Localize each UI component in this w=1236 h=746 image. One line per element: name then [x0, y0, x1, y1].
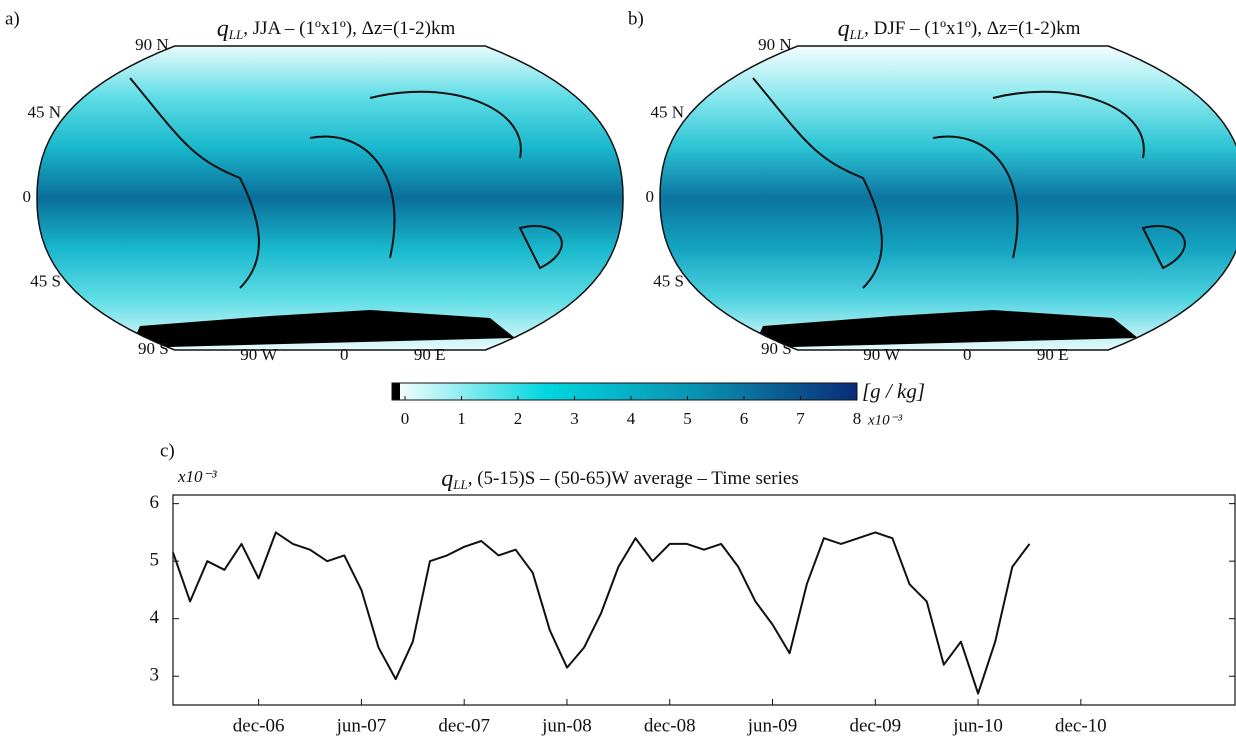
chart-title: qLL, JJA – (1ºx1º), Δz=(1-2)km [217, 16, 456, 42]
map-field [37, 46, 623, 350]
x-tick-label: dec-10 [1055, 715, 1107, 736]
chart-title: qLL, (5-15)S – (50-65)W average – Time s… [441, 466, 799, 492]
colorbar-frame [391, 382, 858, 401]
colorbar-fill [392, 383, 857, 400]
title-text: , DJF – (1ºx1º), Δz=(1-2)km [864, 18, 1080, 39]
map-outline [659, 45, 1236, 351]
chart-title: qLL, DJF – (1ºx1º), Δz=(1-2)km [838, 16, 1081, 42]
colorbar-tick-label: 6 [740, 409, 749, 428]
colorbar-tick-label: 3 [570, 409, 579, 428]
title-subscript: LL [452, 477, 467, 492]
lat-label: 90 N [135, 35, 169, 54]
title-text: , JJA – (1ºx1º), Δz=(1-2)km [243, 18, 455, 39]
title-symbol: q [217, 16, 229, 42]
lat-label: 45 N [27, 103, 61, 122]
colorbar-tick-label: 4 [627, 409, 636, 428]
x-tick-label: dec-06 [233, 715, 285, 736]
lat-label: 0 [646, 187, 655, 206]
x-tick-label: dec-08 [644, 715, 696, 736]
antarctica [130, 310, 515, 348]
y-tick-label: 5 [150, 550, 160, 571]
series-line [172, 531, 1031, 695]
lat-label: 90 S [761, 339, 792, 358]
x-tick-label: jun-09 [747, 715, 798, 736]
y-tick-label: 3 [150, 665, 160, 686]
lat-label: 90 S [138, 339, 169, 358]
antarctica [753, 310, 1138, 348]
lon-label: 90 E [1037, 345, 1069, 364]
land-outline [752, 77, 1186, 289]
title-subscript: LL [849, 27, 864, 42]
map-field [660, 46, 1236, 350]
lat-label: 0 [23, 187, 32, 206]
y-tick-label: 4 [150, 607, 160, 628]
panel-label: a) [5, 8, 20, 29]
x-tick-label: dec-07 [438, 715, 490, 736]
colorbar-under [392, 383, 400, 400]
y-axis-multiplier: x10⁻³ [177, 467, 218, 486]
lat-label: 90 N [758, 35, 792, 54]
colorbar-tick-label: 5 [683, 409, 692, 428]
y-tick-label: 6 [150, 492, 160, 513]
map-outline [36, 45, 624, 351]
title-text: , (5-15)S – (50-65)W average – Time seri… [468, 468, 799, 489]
plot-frame [172, 494, 1236, 706]
panel-label: c) [160, 440, 175, 461]
x-tick-label: jun-10 [952, 715, 1003, 736]
lon-label: 90 W [863, 345, 901, 364]
colorbar-tick-label: 7 [796, 409, 805, 428]
colorbar-tick-label: 0 [401, 409, 410, 428]
lon-label: 0 [340, 345, 349, 364]
lat-label: 45 N [650, 103, 684, 122]
title-symbol: q [838, 16, 850, 42]
title-symbol: q [441, 466, 453, 492]
lat-label: 45 S [653, 271, 684, 290]
lat-label: 45 S [30, 271, 61, 290]
lon-label: 0 [963, 345, 972, 364]
x-tick-label: jun-07 [336, 715, 387, 736]
title-subscript: LL [228, 27, 243, 42]
colorbar-multiplier: x10⁻³ [867, 412, 903, 428]
colorbar-tick-label: 8 [853, 409, 862, 428]
panel-label: b) [628, 8, 644, 29]
colorbar-tick-label: 2 [514, 409, 523, 428]
land-outline [129, 77, 563, 289]
lon-label: 90 E [414, 345, 446, 364]
x-tick-label: dec-09 [849, 715, 901, 736]
x-tick-label: jun-08 [541, 715, 592, 736]
colorbar-tick-label: 1 [457, 409, 466, 428]
lon-label: 90 W [240, 345, 278, 364]
colorbar-unit: [g / kg] [862, 379, 925, 403]
